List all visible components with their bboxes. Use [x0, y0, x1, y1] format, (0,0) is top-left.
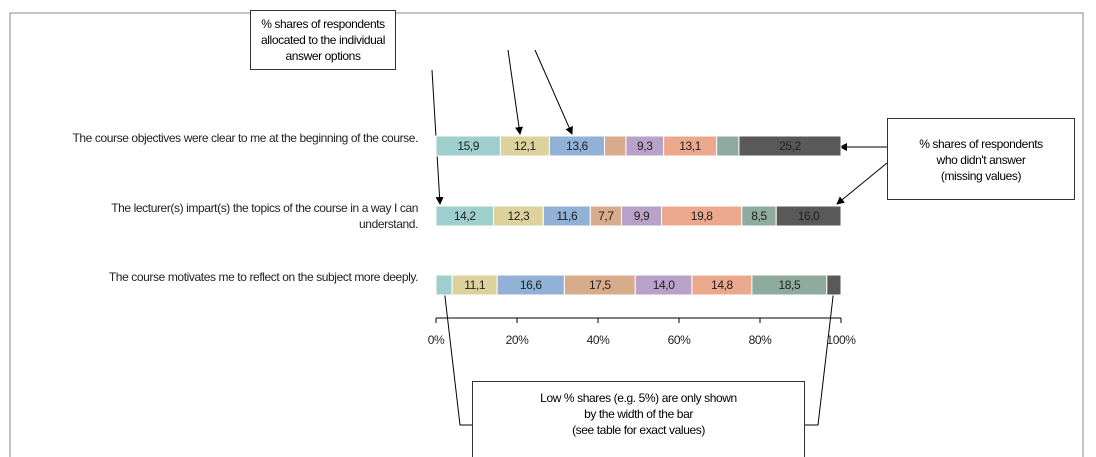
value-label: 13,6: [566, 139, 588, 153]
category-label: The course objectives were clear to me a…: [72, 131, 418, 145]
value-label: 16,0: [798, 209, 820, 223]
bar-segment: [435, 274, 453, 296]
value-label: 12,1: [514, 139, 536, 153]
callout-lines: [431, 49, 888, 426]
category-label: The course motivates me to reflect on th…: [108, 270, 419, 284]
bar-segment: [775, 205, 842, 227]
x-tick-label: 40%: [587, 333, 611, 347]
x-tick-label: 60%: [668, 333, 692, 347]
value-label: 16,6: [520, 278, 542, 292]
frame: [9, 12, 1084, 457]
value-label: 11,1: [464, 278, 486, 292]
x-tick-label: 0%: [428, 333, 445, 347]
value-label: 9,9: [634, 209, 650, 223]
value-label: 7,7: [598, 209, 614, 223]
bar-segment: [603, 135, 627, 157]
bar-segment: [716, 135, 740, 157]
category-label: The lecturer(s) impart(s) the topics of …: [111, 201, 418, 231]
value-label: 8,5: [751, 209, 767, 223]
annotation: % shares of respondents allocated to the…: [250, 10, 396, 70]
x-tick-label: 100%: [826, 333, 856, 347]
bar-segment: [738, 135, 842, 157]
value-label: 25,2: [779, 139, 801, 153]
value-label: 12,3: [508, 209, 530, 223]
value-label: 11,6: [556, 209, 578, 223]
annotation: Low % shares (e.g. 5%) are only shown by…: [472, 381, 805, 457]
value-label: 19,8: [691, 209, 713, 223]
value-label: 14,0: [653, 278, 675, 292]
value-label: 15,9: [457, 139, 479, 153]
value-label: 14,2: [454, 209, 476, 223]
value-label: 18,5: [778, 278, 800, 292]
annotation: % shares of respondents who didn't answe…: [887, 118, 1075, 200]
x-tick-label: 80%: [749, 333, 773, 347]
value-label: 9,3: [637, 139, 653, 153]
bar-segment: [826, 274, 842, 296]
value-label: 14,8: [711, 278, 733, 292]
value-label: 17,5: [589, 278, 611, 292]
value-label: 13,1: [679, 139, 701, 153]
x-tick-label: 20%: [506, 333, 530, 347]
